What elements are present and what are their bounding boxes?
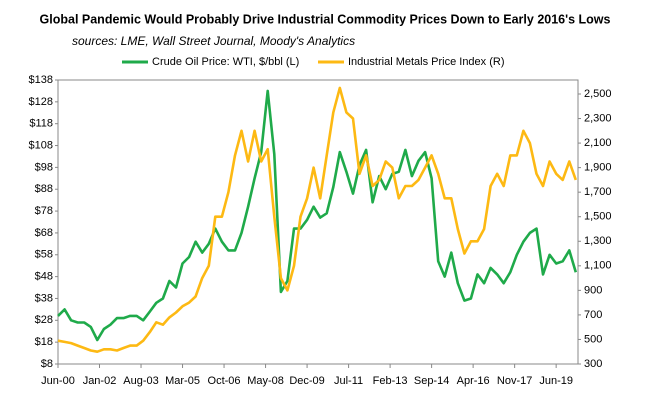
x-tick-label: Jul-11 xyxy=(334,375,363,387)
y2-tick-label: 300 xyxy=(584,358,602,370)
x-tick-label: Mar-05 xyxy=(165,375,200,387)
series-line xyxy=(57,86,578,353)
chart-title: Global Pandemic Would Probably Drive Ind… xyxy=(40,12,611,26)
legend-label: Industrial Metals Price Index (R) xyxy=(348,56,505,68)
x-tick-label: May-08 xyxy=(247,375,284,387)
y-tick-label: $58 xyxy=(35,249,53,261)
y2-tick-label: 1,500 xyxy=(584,211,612,223)
plot-frame xyxy=(57,79,579,365)
y2-tick-label: 700 xyxy=(584,309,602,321)
y-tick-label: $88 xyxy=(35,183,53,195)
y2-tick-label: 2,500 xyxy=(584,88,612,100)
y-tick-label: $28 xyxy=(35,314,53,326)
y-tick-label: $108 xyxy=(29,139,53,151)
y-tick-label: $98 xyxy=(35,161,53,173)
series-line xyxy=(57,89,578,342)
y2-tick-label: 900 xyxy=(584,284,602,296)
y-tick-label: $78 xyxy=(35,205,53,217)
x-tick-label: Feb-13 xyxy=(373,375,408,387)
y-tick-label: $48 xyxy=(35,271,53,283)
y2-tick-label: 1,900 xyxy=(584,162,612,174)
x-tick-label: Dec-09 xyxy=(289,375,324,387)
x-tick-label: Sep-14 xyxy=(414,375,449,387)
x-tick-label: Jan-02 xyxy=(83,375,117,387)
y-tick-label: $128 xyxy=(29,96,53,108)
y2-tick-label: 500 xyxy=(584,333,602,345)
x-tick-label: Nov-17 xyxy=(497,375,532,387)
x-tick-label: Oct-06 xyxy=(208,375,241,387)
y-tick-label: $118 xyxy=(29,118,53,130)
y-tick-label: $138 xyxy=(29,74,53,86)
y-tick-label: $38 xyxy=(35,292,53,304)
x-tick-label: Aug-03 xyxy=(123,375,158,387)
y2-tick-label: 1,700 xyxy=(584,186,612,198)
x-tick-label: Apr-16 xyxy=(457,375,490,387)
y-tick-label: $18 xyxy=(35,336,53,348)
x-tick-label: Jun-00 xyxy=(41,375,75,387)
y2-tick-label: 1,100 xyxy=(584,260,612,272)
y-tick-label: $68 xyxy=(35,227,53,239)
y2-tick-label: 1,300 xyxy=(584,235,612,247)
chart-subtitle: sources: LME, Wall Street Journal, Moody… xyxy=(72,34,355,48)
y-tick-label: $8 xyxy=(41,358,53,370)
y2-tick-label: 2,300 xyxy=(584,112,612,124)
x-tick-label: Jun-19 xyxy=(539,375,573,387)
legend-label: Crude Oil Price: WTI, $/bbl (L) xyxy=(152,56,299,68)
y2-tick-label: 2,100 xyxy=(584,137,612,149)
